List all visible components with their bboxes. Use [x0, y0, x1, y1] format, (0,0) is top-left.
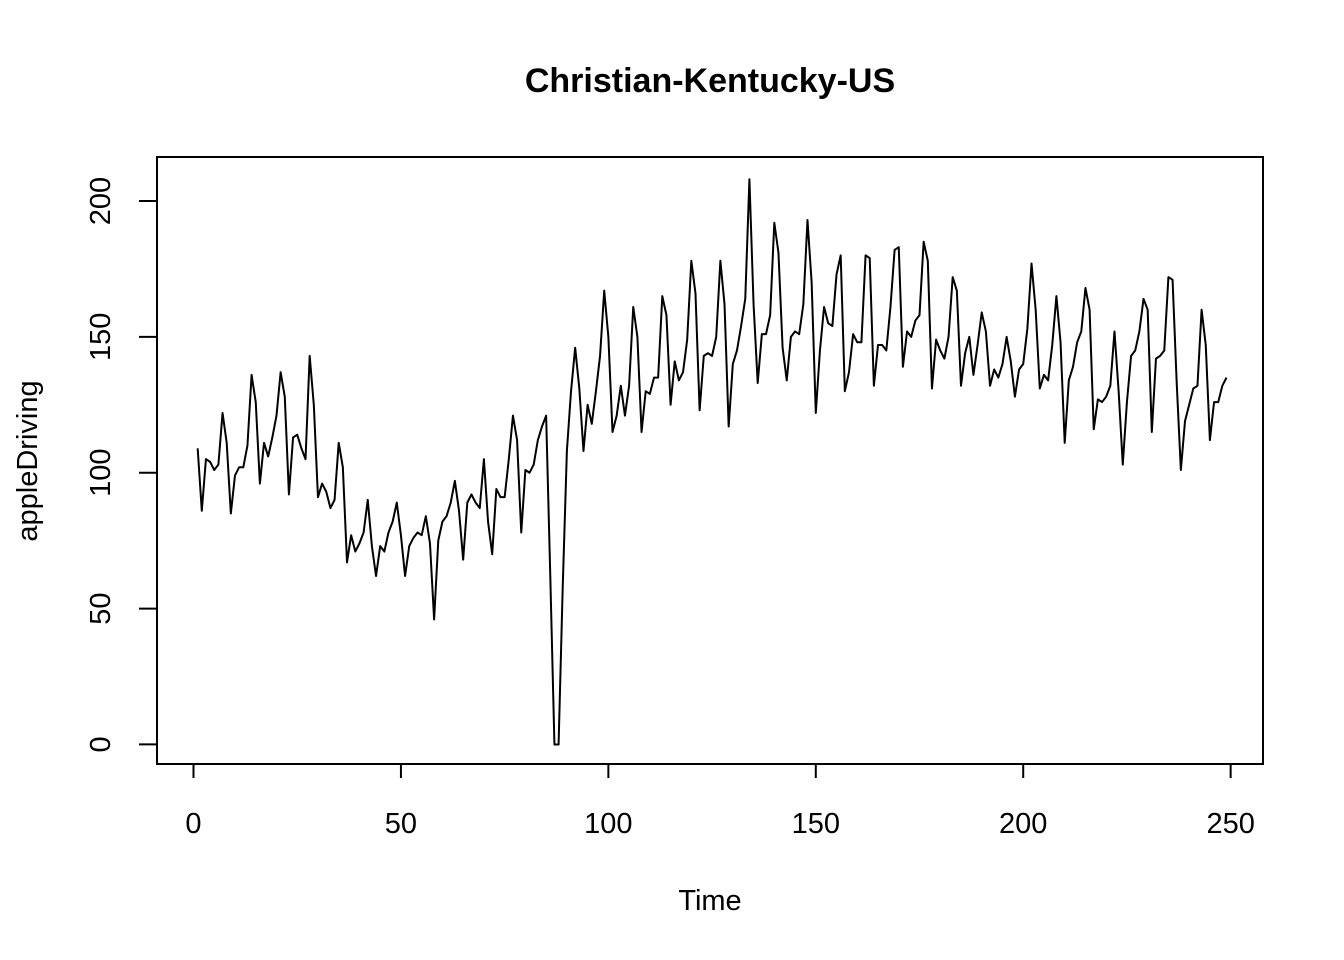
x-axis: 0 50 100 150 200 250: [185, 763, 1255, 840]
y-tick-label: 100: [85, 449, 117, 497]
chart-title: Christian-Kentucky-US: [525, 62, 895, 100]
x-tick-label: 200: [999, 808, 1047, 840]
y-axis: 0 50 100 150 200: [85, 177, 158, 753]
series-line: [196, 178, 1228, 746]
x-axis-label: Time: [678, 885, 741, 917]
x-tick-label: 250: [1206, 808, 1254, 840]
plot-frame: [156, 156, 1264, 765]
x-tick-label: 150: [792, 808, 840, 840]
x-tick-label: 100: [584, 808, 632, 840]
y-tick-label: 150: [85, 313, 117, 361]
y-tick-label: 50: [85, 592, 117, 624]
x-tick-label: 50: [385, 808, 417, 840]
y-axis-label: appleDriving: [12, 380, 44, 541]
y-tick-label: 200: [85, 177, 117, 225]
y-tick-label: 0: [85, 736, 117, 752]
x-tick-label: 0: [185, 808, 201, 840]
